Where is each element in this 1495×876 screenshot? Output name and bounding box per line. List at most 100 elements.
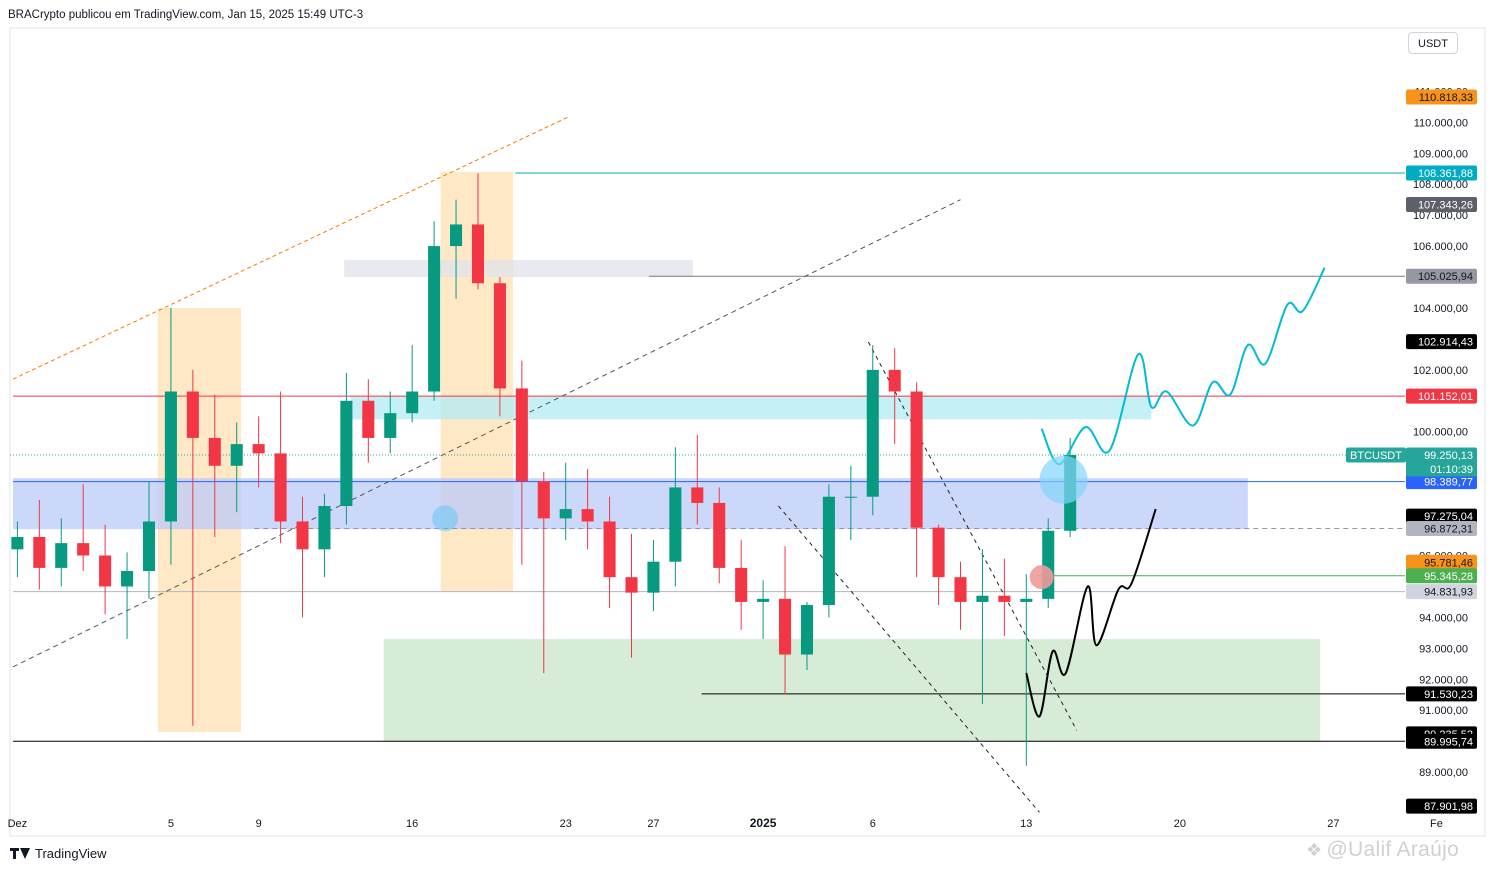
candle-body [406, 391, 419, 414]
candle-body [121, 570, 134, 587]
price-label-bg [1406, 388, 1477, 404]
candle-body [625, 577, 638, 593]
candle-1 [33, 499, 46, 590]
price-label-text: 94.831,93 [1424, 587, 1473, 599]
candle-45 [998, 558, 1011, 636]
price-label-bg [1406, 474, 1477, 490]
brand-label: TradingView [35, 846, 107, 861]
candle-body [779, 598, 792, 655]
candle-32 [713, 487, 726, 584]
x-tick-label: 23 [560, 818, 572, 830]
y-tick-label: 91.000,00 [1419, 705, 1468, 717]
candle-9 [208, 394, 221, 537]
candle-body [11, 536, 24, 550]
candle-body [362, 400, 375, 438]
candle-body [208, 437, 221, 466]
price-label: 87.901,98 [1406, 798, 1477, 814]
y-tick-label: 110.000,00 [1414, 117, 1468, 129]
candle-22 [493, 277, 506, 417]
candle-46 [1020, 574, 1033, 766]
y-tick-label: 100.000,00 [1413, 427, 1468, 439]
tradingview-logo-icon [10, 848, 30, 859]
candle-25 [559, 462, 572, 541]
price-label: 108.361,88 [1406, 165, 1477, 181]
candle-33 [735, 540, 748, 630]
candle-body [99, 555, 112, 587]
candle-16 [362, 379, 375, 463]
price-label-text: 96.872,31 [1424, 524, 1473, 536]
candle-body [976, 595, 989, 602]
candle-body [340, 400, 353, 507]
price-label: 95.345,28 [1406, 568, 1477, 584]
candle-body [998, 595, 1011, 602]
candle-body [55, 543, 68, 568]
price-label: 98.389,77 [1406, 474, 1477, 490]
candle-40 [888, 348, 901, 445]
y-tick-label: 93.000,00 [1419, 643, 1468, 655]
red-circle [1029, 565, 1054, 590]
x-tick-label: 2025 [750, 816, 777, 830]
price-label-text: 97.275,04 [1424, 511, 1473, 523]
candle-body [142, 521, 156, 571]
price-label-bg [1406, 568, 1477, 584]
candle-8 [186, 369, 199, 726]
candle-34 [757, 580, 770, 640]
candle-17 [384, 391, 397, 454]
black-forecast [1025, 508, 1157, 718]
price-label-text: 98.389,77 [1424, 477, 1473, 489]
x-tick-label: 20 [1174, 818, 1186, 830]
candle-39 [866, 345, 879, 516]
price-label-text: 102.914,43 [1418, 337, 1473, 349]
price-label: 101.152,01 [1406, 388, 1477, 404]
current-price-value: 99.250,13 [1424, 450, 1473, 462]
candle-body [581, 509, 594, 522]
candle-28 [625, 533, 638, 658]
y-tick-label: 106.000,00 [1413, 241, 1468, 253]
candle-body [888, 369, 901, 392]
candle-37 [822, 484, 835, 618]
price-label: 89.995,74 [1406, 733, 1477, 749]
candle-body [384, 413, 397, 438]
y-tick-label: 109.000,00 [1413, 148, 1468, 160]
upper-orange-dashed [12, 115, 571, 380]
price-label: 96.872,31 [1406, 521, 1477, 537]
cyan-circle-large [1039, 455, 1088, 504]
x-tick-label: 27 [647, 818, 659, 830]
price-label-text: 108.361,88 [1418, 168, 1473, 180]
price-label-bg [1406, 733, 1477, 749]
candle-body [493, 283, 506, 389]
price-label: 91.530,23 [1406, 686, 1477, 702]
candle-10 [230, 422, 243, 513]
currency-button[interactable]: USDT [1408, 32, 1458, 54]
channel-upper-dashed [867, 341, 1078, 731]
candle-19 [428, 221, 441, 401]
candle-47 [1042, 518, 1055, 609]
x-tick-label: 16 [406, 818, 418, 830]
candle-13 [296, 496, 309, 618]
price-label: 97.275,04 [1406, 508, 1477, 524]
candle-body [428, 246, 441, 392]
price-label-bg [1406, 686, 1477, 702]
candle-body [537, 481, 550, 519]
candle-body [274, 453, 287, 522]
candle-20 [450, 199, 463, 299]
tradingview-brand[interactable]: TradingView [10, 846, 107, 861]
price-label: 105.025,94 [1406, 268, 1477, 284]
y-tick-label: 89.000,00 [1419, 767, 1468, 779]
candle-body [669, 487, 682, 562]
candle-body [954, 577, 967, 602]
candle-18 [406, 345, 419, 423]
x-tick-label: 5 [168, 818, 174, 830]
candle-body [164, 391, 177, 522]
y-tick-label: 108.000,00 [1413, 179, 1468, 191]
price-label: 107.343,26 [1406, 197, 1477, 213]
price-label-text: 95.345,28 [1424, 571, 1473, 583]
watermark-text: @Ualif Araújo [1326, 838, 1460, 861]
current-price-bg [1406, 447, 1477, 477]
candle-41 [910, 382, 923, 578]
x-tick-label: 13 [1020, 818, 1032, 830]
candle-body [603, 521, 616, 578]
candle-body [252, 444, 265, 454]
